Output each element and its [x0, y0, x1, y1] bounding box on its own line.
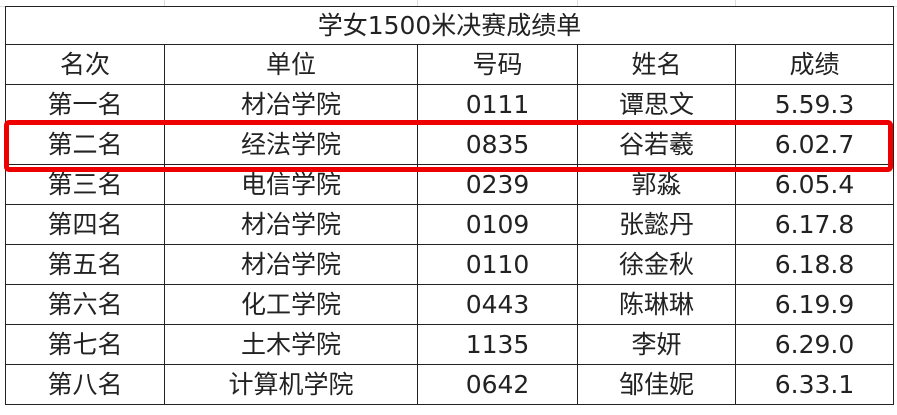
cell-name[interactable]: 郭淼	[577, 164, 736, 205]
table-row: 第六名 化工学院 0443 陈琳琳 6.19.9	[5, 284, 894, 325]
header-number[interactable]: 号码	[417, 44, 578, 85]
cell-unit[interactable]: 经法学院	[164, 124, 418, 165]
header-rank[interactable]: 名次	[5, 44, 165, 85]
cell-number[interactable]: 0835	[417, 124, 578, 165]
cell-result[interactable]: 6.02.7	[735, 124, 894, 165]
cell-name[interactable]: 邹佳妮	[577, 364, 736, 405]
table-title[interactable]: 学女1500米决赛成绩单	[5, 6, 894, 45]
cell-result[interactable]: 6.19.9	[735, 284, 894, 325]
table-row: 第二名 经法学院 0835 谷若羲 6.02.7	[5, 124, 894, 165]
cell-rank[interactable]: 第四名	[5, 204, 165, 245]
table-row: 第三名 电信学院 0239 郭淼 6.05.4	[5, 164, 894, 205]
grid-line	[577, 0, 578, 6]
cell-number[interactable]: 0239	[417, 164, 578, 205]
cell-rank[interactable]: 第一名	[5, 84, 165, 125]
cell-unit[interactable]: 计算机学院	[164, 364, 418, 405]
cell-number[interactable]: 0111	[417, 84, 578, 125]
cell-name[interactable]: 陈琳琳	[577, 284, 736, 325]
title-row: 学女1500米决赛成绩单	[5, 6, 894, 45]
grid-line	[164, 0, 165, 6]
cell-result[interactable]: 5.59.3	[735, 84, 894, 125]
cell-result[interactable]: 6.18.8	[735, 244, 894, 285]
table-row: 第八名 计算机学院 0642 邹佳妮 6.33.1	[5, 364, 894, 405]
cell-name[interactable]: 徐金秋	[577, 244, 736, 285]
table-row: 第四名 材冶学院 0109 张懿丹 6.17.8	[5, 204, 894, 245]
table-row: 第五名 材冶学院 0110 徐金秋 6.18.8	[5, 244, 894, 285]
cell-result[interactable]: 6.05.4	[735, 164, 894, 205]
cell-result[interactable]: 6.33.1	[735, 364, 894, 405]
cell-number[interactable]: 0642	[417, 364, 578, 405]
cell-unit[interactable]: 化工学院	[164, 284, 418, 325]
table-row: 第七名 土木学院 1135 李妍 6.29.0	[5, 324, 894, 365]
cell-name[interactable]: 谭思文	[577, 84, 736, 125]
cell-rank[interactable]: 第七名	[5, 324, 165, 365]
cell-result[interactable]: 6.29.0	[735, 324, 894, 365]
table-row: 第一名 材冶学院 0111 谭思文 5.59.3	[5, 84, 894, 125]
grid-line	[417, 0, 418, 6]
cell-rank[interactable]: 第八名	[5, 364, 165, 405]
header-unit[interactable]: 单位	[164, 44, 418, 85]
cell-unit[interactable]: 材冶学院	[164, 244, 418, 285]
cell-number[interactable]: 0110	[417, 244, 578, 285]
cell-number[interactable]: 0443	[417, 284, 578, 325]
header-result[interactable]: 成绩	[735, 44, 894, 85]
cell-name[interactable]: 张懿丹	[577, 204, 736, 245]
cell-unit[interactable]: 材冶学院	[164, 204, 418, 245]
cell-rank[interactable]: 第五名	[5, 244, 165, 285]
cell-rank[interactable]: 第二名	[5, 124, 165, 165]
header-name[interactable]: 姓名	[577, 44, 736, 85]
cell-unit[interactable]: 电信学院	[164, 164, 418, 205]
cell-unit[interactable]: 材冶学院	[164, 84, 418, 125]
results-table: 学女1500米决赛成绩单 名次 单位 号码 姓名 成绩 第一名 材冶学院 0111 谭…	[5, 6, 894, 405]
cell-name[interactable]: 谷若羲	[577, 124, 736, 165]
cell-unit[interactable]: 土木学院	[164, 324, 418, 365]
cell-number[interactable]: 0109	[417, 204, 578, 245]
cell-number[interactable]: 1135	[417, 324, 578, 365]
grid-line	[735, 0, 736, 6]
cell-rank[interactable]: 第六名	[5, 284, 165, 325]
cell-name[interactable]: 李妍	[577, 324, 736, 365]
cell-rank[interactable]: 第三名	[5, 164, 165, 205]
header-row: 名次 单位 号码 姓名 成绩	[5, 44, 894, 85]
cell-result[interactable]: 6.17.8	[735, 204, 894, 245]
